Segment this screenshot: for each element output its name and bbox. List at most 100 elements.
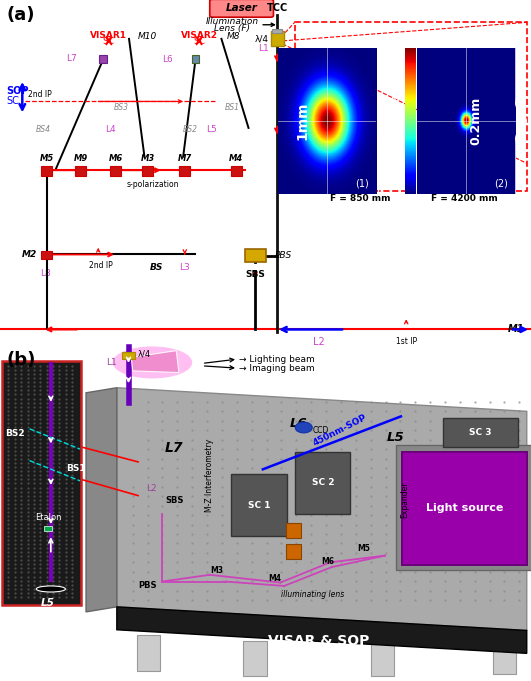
Text: BS2: BS2: [183, 125, 198, 134]
Text: M7: M7: [178, 154, 192, 163]
Text: SC: SC: [193, 37, 205, 46]
Text: (2): (2): [494, 178, 508, 188]
Text: M10: M10: [138, 31, 157, 41]
Text: BS1: BS1: [66, 464, 85, 473]
Text: L7: L7: [66, 54, 77, 63]
Polygon shape: [117, 607, 527, 653]
Bar: [45, 526, 52, 531]
Text: Lens (F): Lens (F): [214, 24, 250, 33]
Text: L6: L6: [289, 417, 307, 430]
Polygon shape: [117, 387, 527, 631]
Bar: [142, 166, 153, 176]
Bar: [245, 249, 266, 262]
Text: Illumination: Illumination: [205, 17, 259, 26]
Text: M2: M2: [22, 250, 37, 259]
Text: p-polarization: p-polarization: [292, 69, 300, 123]
Bar: [271, 31, 284, 46]
Text: F = 850 mm: F = 850 mm: [330, 194, 390, 204]
Ellipse shape: [36, 586, 65, 592]
Text: → Lighting beam: → Lighting beam: [239, 355, 315, 364]
Text: → Imaging beam: → Imaging beam: [239, 364, 314, 373]
Text: M5: M5: [40, 154, 54, 163]
Text: L8: L8: [40, 269, 51, 278]
Bar: [231, 166, 242, 176]
Text: VISAR1: VISAR1: [90, 31, 127, 40]
Text: SC: SC: [103, 37, 115, 46]
Ellipse shape: [113, 347, 192, 379]
Text: Laser: Laser: [226, 3, 258, 13]
Bar: [402, 452, 527, 565]
Bar: [286, 544, 301, 559]
Text: M4: M4: [269, 573, 281, 583]
Polygon shape: [86, 387, 117, 612]
Text: M-Z Interferometry: M-Z Interferometry: [205, 439, 214, 512]
Text: 1st IP: 1st IP: [396, 337, 417, 346]
Bar: [402, 452, 527, 565]
Bar: [371, 641, 394, 676]
Text: Expander: Expander: [400, 481, 409, 518]
Text: F = 4200 mm: F = 4200 mm: [431, 194, 498, 204]
Text: SC: SC: [6, 97, 19, 106]
Text: SC 1: SC 1: [248, 501, 270, 509]
Text: TCC: TCC: [267, 3, 288, 14]
Text: L2: L2: [313, 337, 324, 347]
Text: SBS: SBS: [245, 270, 266, 279]
Bar: [243, 641, 267, 676]
Text: L4: L4: [105, 125, 116, 134]
Bar: [179, 166, 190, 176]
Bar: [443, 418, 518, 447]
Text: SC 3: SC 3: [469, 428, 492, 437]
Text: (b): (b): [6, 351, 36, 368]
Bar: [493, 638, 516, 674]
Bar: [75, 166, 86, 176]
Text: L6: L6: [162, 55, 173, 64]
Text: L7: L7: [165, 441, 183, 456]
Text: L1: L1: [259, 44, 269, 53]
Ellipse shape: [295, 422, 312, 433]
Text: Light source: Light source: [426, 503, 503, 513]
Bar: [396, 445, 531, 570]
Text: SBS: SBS: [165, 496, 183, 505]
Text: BS2: BS2: [5, 430, 24, 439]
Text: 2nd IP: 2nd IP: [28, 90, 52, 99]
Text: Etalon: Etalon: [35, 513, 62, 522]
Text: VISAR2: VISAR2: [181, 31, 218, 40]
FancyBboxPatch shape: [210, 0, 273, 17]
Text: SC 2: SC 2: [312, 478, 334, 488]
Bar: [192, 55, 199, 63]
Text: 1mm: 1mm: [296, 101, 310, 140]
Text: M6: M6: [322, 557, 335, 566]
Text: VISAR & SOP: VISAR & SOP: [268, 634, 369, 648]
Bar: [137, 635, 160, 671]
Text: λ/4: λ/4: [138, 349, 151, 358]
Text: M5: M5: [357, 544, 370, 554]
Polygon shape: [131, 351, 179, 373]
Text: M1: M1: [508, 324, 525, 334]
Text: BS: BS: [150, 263, 164, 272]
Text: M9: M9: [74, 154, 88, 163]
Text: M6: M6: [109, 154, 123, 163]
Text: λ/4: λ/4: [255, 34, 269, 43]
Text: s-polarization: s-polarization: [127, 180, 179, 189]
Text: BS3: BS3: [114, 103, 129, 112]
Text: M8: M8: [227, 31, 240, 41]
Text: M3: M3: [141, 154, 155, 163]
Text: L3: L3: [179, 263, 190, 272]
Text: L5: L5: [206, 125, 217, 134]
Text: illuminating lens: illuminating lens: [280, 590, 344, 599]
Bar: [286, 522, 301, 538]
Text: (a): (a): [6, 6, 35, 25]
Text: L1: L1: [106, 358, 117, 367]
Text: (1): (1): [355, 178, 369, 188]
Bar: [272, 29, 282, 33]
Text: M3: M3: [210, 566, 223, 575]
Bar: [110, 166, 121, 176]
Bar: [99, 55, 107, 63]
Text: PBS: PBS: [275, 251, 292, 260]
Text: L5: L5: [41, 598, 55, 607]
Bar: [2, 361, 81, 605]
Text: 2nd IP: 2nd IP: [89, 261, 113, 270]
Text: L2: L2: [146, 484, 157, 492]
Bar: [41, 166, 52, 176]
Bar: [231, 474, 287, 536]
